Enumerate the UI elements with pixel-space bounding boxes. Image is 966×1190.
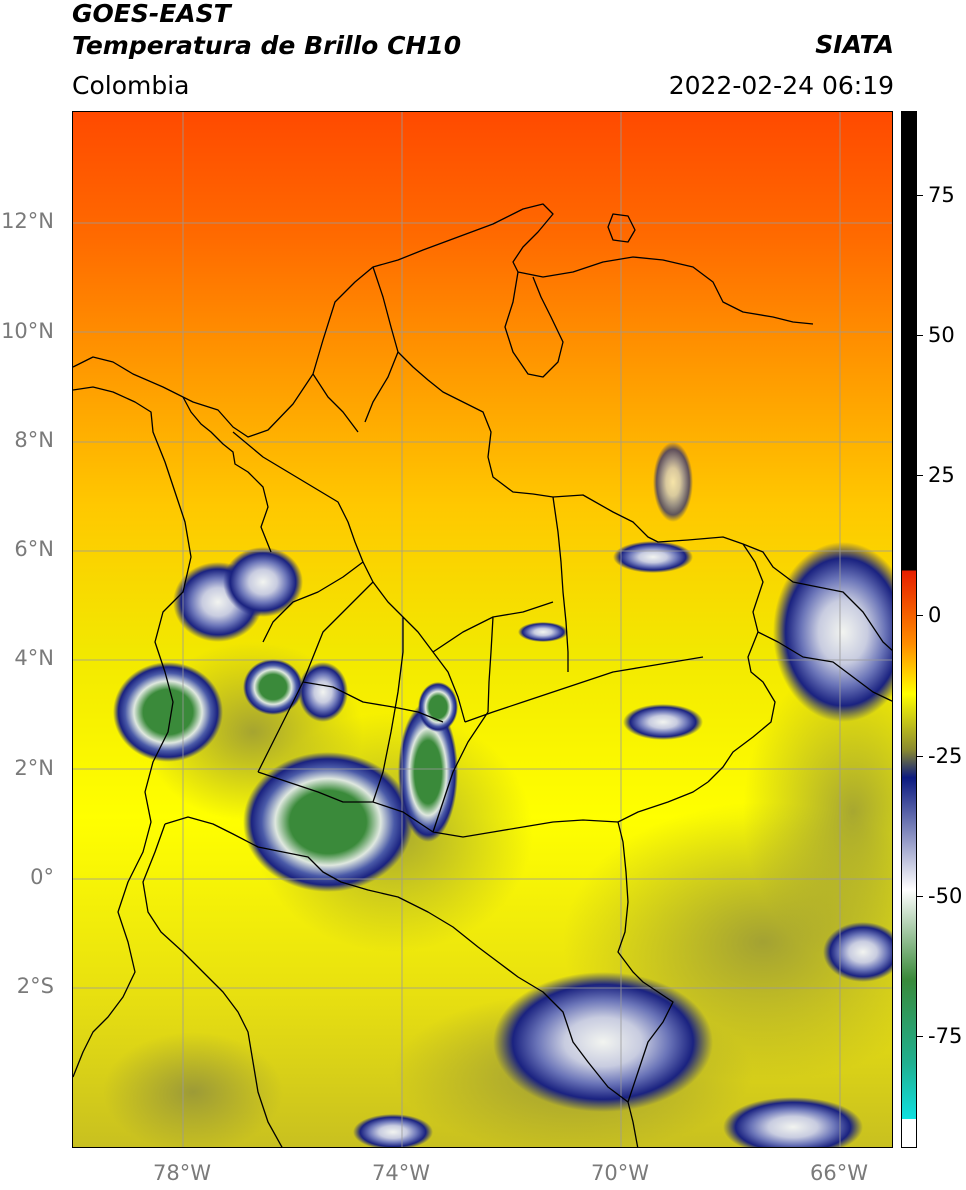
colorbar-tick-label: 50 bbox=[928, 323, 955, 348]
colombia-peru-border bbox=[164, 816, 629, 1103]
colorbar bbox=[901, 111, 917, 1148]
storm-cell bbox=[113, 662, 223, 762]
colorbar-tick-mark bbox=[917, 895, 923, 897]
ecuador-peru-border bbox=[142, 823, 283, 1147]
colorbar-tick-mark bbox=[917, 1035, 923, 1037]
lat-label-2n: 2°N bbox=[14, 756, 54, 780]
product-title: Temperatura de Brillo CH10 bbox=[72, 31, 462, 60]
colorbar-tick-label: 75 bbox=[928, 183, 955, 208]
colorbar-tick-mark bbox=[917, 335, 923, 337]
venezuela-brazil-border bbox=[757, 631, 892, 702]
brand-label: SIATA bbox=[815, 30, 894, 59]
haze-region bbox=[103, 1032, 283, 1147]
lon-label-70w: 70°W bbox=[591, 1161, 649, 1185]
satellite-map bbox=[72, 111, 893, 1148]
lat-label-10n: 10°N bbox=[1, 319, 54, 343]
graticule bbox=[73, 112, 892, 1147]
lon-label-74w: 74°W bbox=[372, 1161, 430, 1185]
lat-label-12n: 12°N bbox=[1, 209, 54, 233]
storm-cell bbox=[518, 622, 568, 642]
paraguana bbox=[607, 213, 636, 243]
storm-cell bbox=[418, 682, 458, 732]
lat-label-6n: 6°N bbox=[14, 537, 54, 561]
colorbar-tick-label: 25 bbox=[928, 463, 955, 488]
lat-label-8n: 8°N bbox=[14, 428, 54, 452]
colorbar-tick-label: -75 bbox=[928, 1023, 963, 1048]
datetime-label: 2022-02-24 06:19 bbox=[668, 71, 894, 100]
storm-cell bbox=[398, 702, 458, 842]
storm-cell bbox=[243, 752, 413, 892]
satellite-title: GOES-EAST bbox=[72, 0, 231, 28]
colorbar-tick-mark bbox=[917, 475, 923, 477]
storm-cell bbox=[298, 662, 348, 722]
lon-label-66w: 66°W bbox=[810, 1161, 868, 1185]
borders bbox=[73, 203, 892, 1147]
haze-region bbox=[743, 662, 892, 962]
region-label: Colombia bbox=[72, 71, 190, 100]
storm-cell bbox=[613, 541, 693, 573]
colorbar-tick-mark bbox=[917, 615, 923, 617]
colorbar-tick-mark bbox=[917, 195, 923, 197]
colorbar-tick-label: 0 bbox=[928, 603, 942, 628]
colombia-venezuela-border bbox=[372, 266, 776, 783]
storm-cell bbox=[353, 1114, 433, 1147]
colorbar-tick-label: -25 bbox=[928, 743, 963, 768]
colombia-brazil-border bbox=[617, 781, 709, 1103]
panama-border bbox=[182, 396, 272, 553]
lon-label-78w: 78°W bbox=[153, 1161, 211, 1185]
venezuela-guyana-border bbox=[742, 543, 892, 652]
storm-cell bbox=[773, 542, 892, 722]
colorbar-tick-label: -50 bbox=[928, 883, 963, 908]
colorbar-tick-mark bbox=[917, 755, 923, 757]
storm-cell bbox=[653, 442, 693, 522]
storm-cell bbox=[623, 704, 703, 740]
storm-cell bbox=[493, 972, 713, 1112]
peru-brazil-border bbox=[627, 1101, 639, 1147]
pacific-coast bbox=[73, 386, 192, 1078]
lat-label-0: 0° bbox=[30, 865, 54, 889]
caribbean-coast bbox=[73, 203, 814, 438]
lat-label-2s: 2°S bbox=[16, 974, 54, 998]
lat-label-4n: 4°N bbox=[14, 646, 54, 670]
storm-cell bbox=[223, 547, 303, 617]
storm-cell bbox=[243, 659, 303, 715]
storm-cell bbox=[723, 1097, 863, 1147]
maracaibo-lake bbox=[504, 271, 564, 378]
department-lines bbox=[232, 351, 704, 838]
